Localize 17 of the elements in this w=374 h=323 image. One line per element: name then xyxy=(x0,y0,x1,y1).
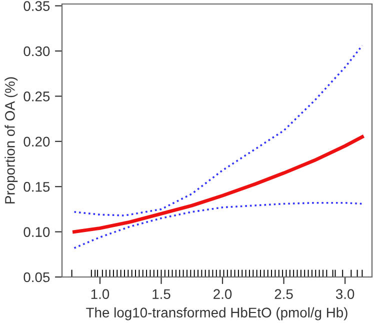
y-tick-label: 0.25 xyxy=(24,92,50,102)
y-axis-title: Proportion of OA (%) xyxy=(4,77,18,204)
y-tick-label: 0.10 xyxy=(24,227,50,237)
line-series xyxy=(73,202,364,249)
x-tick-label: 3.0 xyxy=(336,289,354,300)
x-tick-label: 1.5 xyxy=(152,289,170,300)
x-tick-label: 2.0 xyxy=(214,289,232,300)
line-series xyxy=(73,44,364,216)
x-axis-title: The log10-transformed HbEtO (pmol/g Hb) xyxy=(86,307,348,320)
y-tick-label: 0.30 xyxy=(24,46,50,56)
y-tick-label: 0.20 xyxy=(24,136,50,147)
y-tick-label: 0.35 xyxy=(24,1,50,11)
y-tick-label: 0.15 xyxy=(24,182,50,192)
x-tick-label: 1.0 xyxy=(91,289,110,300)
line-series xyxy=(72,135,364,234)
x-tick-label: 2.5 xyxy=(274,289,293,300)
y-tick-label: 0.05 xyxy=(24,272,50,282)
